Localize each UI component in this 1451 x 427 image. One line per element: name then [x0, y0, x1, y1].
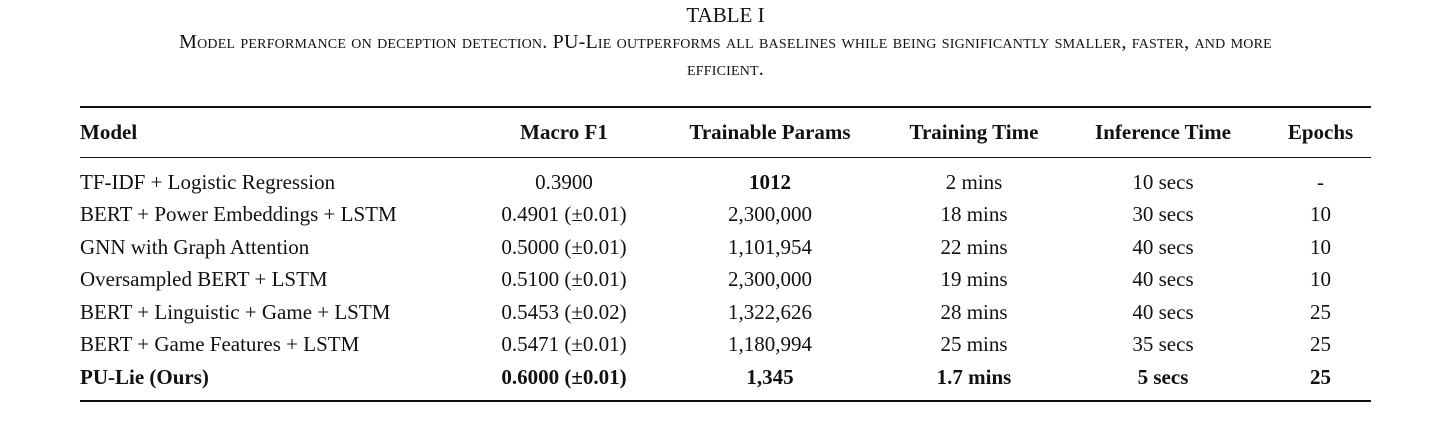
cell-inference-time: 10 secs — [1132, 169, 1194, 194]
cell-macro-f1: 0.5471 (±0.01) — [501, 332, 627, 357]
cell-model: BERT + Power Embeddings + LSTM — [80, 202, 397, 227]
cell-model: PU-Lie (Ours) — [80, 364, 209, 389]
cell-trainable-params: 2,300,000 — [728, 267, 812, 292]
cell-inference-time: 40 secs — [1132, 299, 1194, 324]
cell-inference-time: 40 secs — [1132, 267, 1194, 292]
cell-macro-f1: 0.4901 (±0.01) — [501, 202, 627, 227]
cell-epochs: 10 — [1310, 234, 1331, 259]
cell-inference-time: 40 secs — [1132, 234, 1194, 259]
table-row: GNN with Graph Attention 0.5000 (±0.01) … — [80, 231, 1371, 264]
cell-training-time: 25 mins — [940, 332, 1008, 357]
cell-inference-time: 5 secs — [1137, 364, 1189, 389]
header-epochs: Epochs — [1287, 120, 1354, 144]
cell-macro-f1: 0.3900 — [535, 169, 593, 194]
cell-macro-f1: 0.5453 (±0.02) — [501, 299, 627, 324]
table-row: TF-IDF + Logistic Regression 0.3900 1012… — [80, 158, 1371, 199]
cell-model: Oversampled BERT + LSTM — [80, 267, 328, 292]
cell-inference-time: 35 secs — [1132, 332, 1194, 357]
cell-epochs: 25 — [1310, 299, 1331, 324]
header-model: Model — [80, 120, 138, 144]
table-caption-line-2: efficient. — [687, 58, 764, 80]
header-trainable-params: Trainable Params — [689, 120, 851, 144]
cell-epochs: 10 — [1310, 202, 1331, 227]
cell-trainable-params: 1,322,626 — [728, 299, 812, 324]
header-training-time: Training Time — [909, 120, 1039, 144]
table-row: BERT + Game Features + LSTM 0.5471 (±0.0… — [80, 329, 1371, 362]
cell-trainable-params: 1012 — [749, 169, 791, 194]
cell-epochs: 10 — [1310, 267, 1331, 292]
cell-trainable-params: 2,300,000 — [728, 202, 812, 227]
cell-training-time: 28 mins — [940, 299, 1008, 324]
cell-epochs: 25 — [1310, 364, 1331, 389]
cell-epochs: 25 — [1310, 332, 1331, 357]
header-row: Model Macro F1 Trainable Params Training… — [80, 107, 1371, 158]
cell-macro-f1: 0.6000 (±0.01) — [501, 364, 627, 389]
cell-training-time: 19 mins — [940, 267, 1008, 292]
cell-macro-f1: 0.5100 (±0.01) — [501, 267, 627, 292]
cell-trainable-params: 1,180,994 — [728, 332, 812, 357]
cell-training-time: 2 mins — [945, 169, 1003, 194]
table-label: TABLE I — [686, 3, 765, 27]
table-body: TF-IDF + Logistic Regression 0.3900 1012… — [80, 158, 1371, 401]
table-row: BERT + Linguistic + Game + LSTM 0.5453 (… — [80, 296, 1371, 329]
header-macro-f1: Macro F1 — [520, 120, 608, 144]
cell-training-time: 22 mins — [940, 234, 1008, 259]
header-inference-time: Inference Time — [1095, 120, 1231, 144]
cell-model: BERT + Linguistic + Game + LSTM — [80, 299, 391, 324]
cell-training-time: 1.7 mins — [936, 364, 1012, 389]
table-header: Model Macro F1 Trainable Params Training… — [80, 107, 1371, 158]
table-row: Oversampled BERT + LSTM 0.5100 (±0.01) 2… — [80, 264, 1371, 297]
table-row-ours: PU-Lie (Ours) 0.6000 (±0.01) 1,345 1.7 m… — [80, 361, 1371, 401]
cell-inference-time: 30 secs — [1132, 202, 1194, 227]
cell-trainable-params: 1,101,954 — [728, 234, 812, 259]
cell-epochs: - — [1317, 169, 1324, 194]
cell-macro-f1: 0.5000 (±0.01) — [501, 234, 627, 259]
cell-model: GNN with Graph Attention — [80, 234, 310, 259]
cell-trainable-params: 1,345 — [746, 364, 794, 389]
cell-model: TF-IDF + Logistic Regression — [80, 169, 336, 194]
table-caption-text-1: Model performance on deception detection… — [179, 31, 1272, 53]
cell-model: BERT + Game Features + LSTM — [80, 332, 360, 357]
table-row: BERT + Power Embeddings + LSTM 0.4901 (±… — [80, 199, 1371, 232]
table-caption-line-1: Model performance on deception detection… — [0, 29, 1451, 55]
results-table: Model Macro F1 Trainable Params Training… — [80, 106, 1371, 402]
cell-training-time: 18 mins — [940, 202, 1008, 227]
